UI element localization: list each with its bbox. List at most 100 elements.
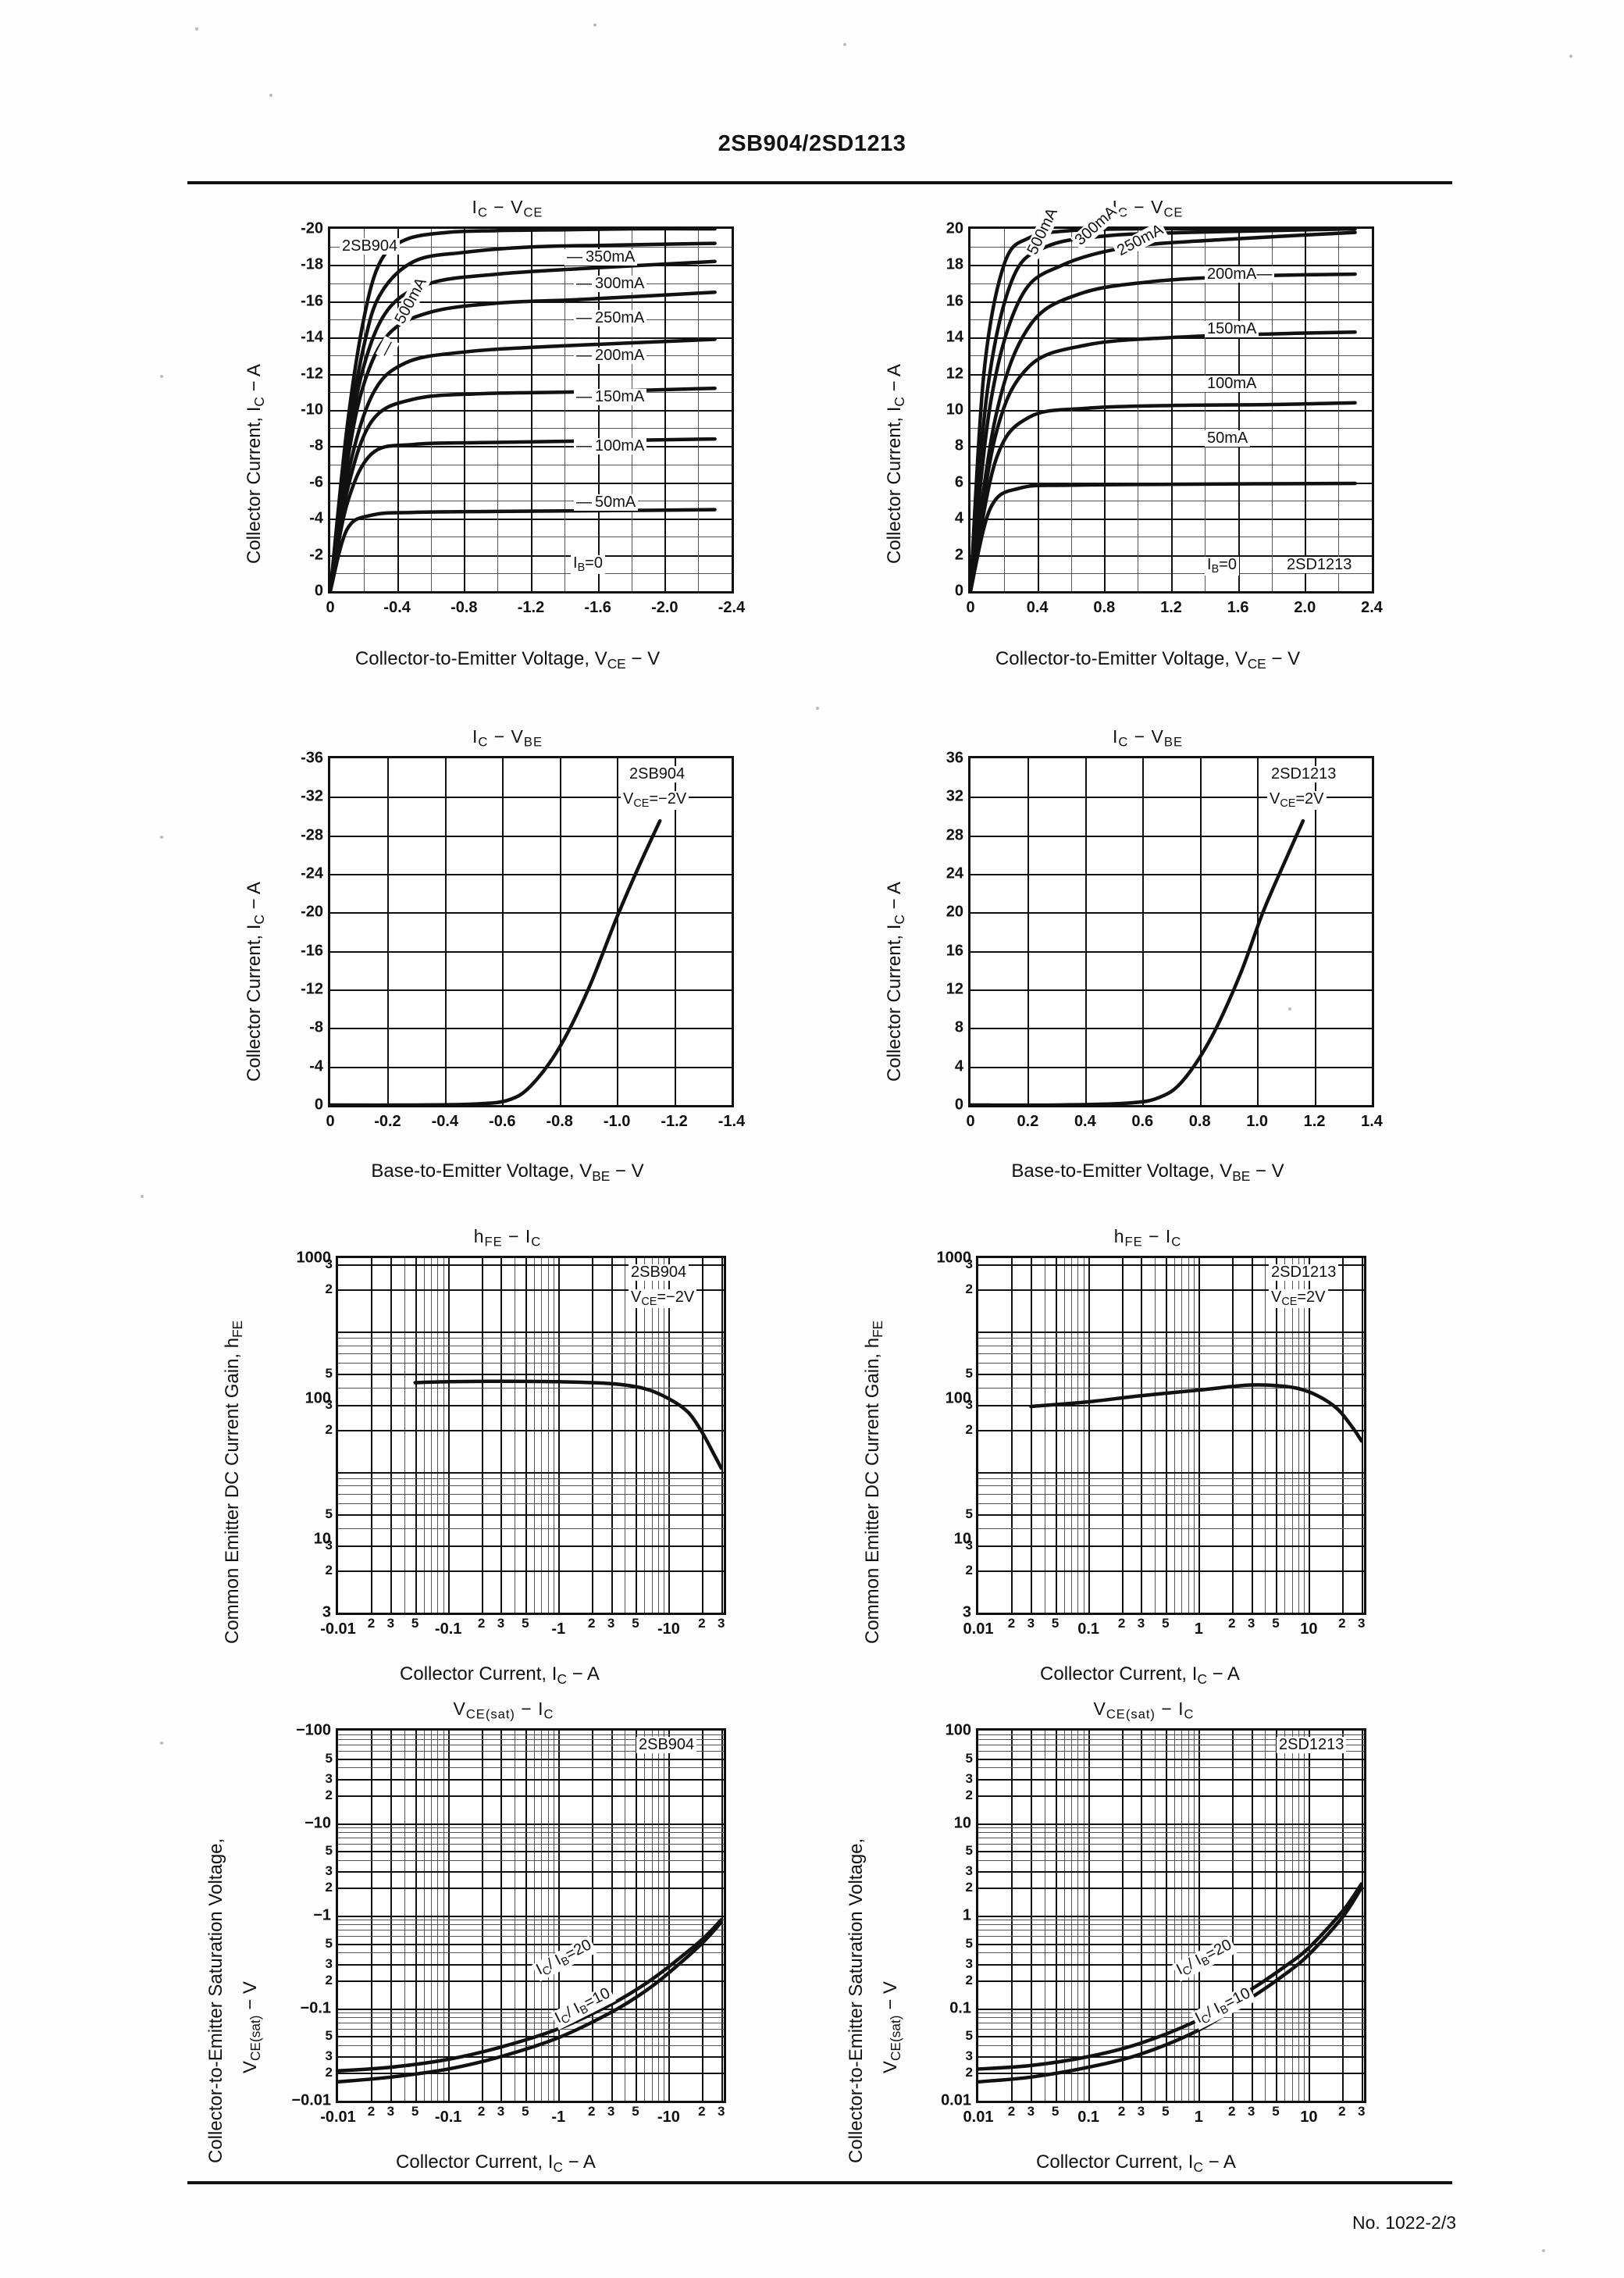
gridline: [415, 1258, 417, 1613]
scan-artifact: [141, 1195, 144, 1198]
gridline: [338, 1751, 724, 1752]
scan-artifact: [160, 1741, 163, 1745]
x-axis-tick: -0.1: [434, 2109, 462, 2126]
plot-area: 0.01 2 3 5 0.1 2 3 5 1 2 3 5 10 2 3 0.01 2 3 5 0.1 2 3 5 1 2 3 5 10…: [941, 1722, 1366, 2126]
gridline: [978, 1503, 1364, 1504]
gridline: [978, 1758, 1364, 1760]
gridline: [978, 1264, 1364, 1267]
curve-layer: [1029, 1383, 1364, 1443]
chart-title: IC − VCE: [1113, 197, 1184, 220]
gridline: [978, 1405, 1364, 1407]
x-axis-tick: 0: [966, 599, 975, 616]
y-axis-tick: 3: [325, 1955, 333, 1971]
gridline: [338, 1514, 724, 1517]
x-axis-tick: 3: [607, 2104, 615, 2119]
gridline: [371, 1258, 373, 1613]
gridline: [1309, 1258, 1311, 1613]
gridline: [338, 1963, 724, 1966]
x-axis-tick: -0.01: [320, 1620, 356, 1638]
gridline: [338, 1980, 724, 1982]
gridline: [525, 1258, 527, 1613]
scan-artifact: [195, 27, 198, 30]
x-axis-label: Collector Current, IC − A: [400, 1663, 600, 1687]
y-axis-label: Collector Current, IC − A: [244, 364, 267, 564]
y-axis-tick: -12: [301, 365, 323, 383]
y-axis-tick: 16: [946, 942, 963, 960]
ib-zero-label: IB=0: [571, 554, 605, 575]
gridline: [1141, 1258, 1143, 1613]
gridline: [338, 1795, 724, 1797]
gridline: [1275, 1258, 1277, 1613]
gridline: [430, 229, 432, 591]
y-axis-tick: 2: [325, 1281, 333, 1296]
gridline: [338, 1831, 724, 1833]
plot-area: 0.01 2 3 5 0.1 2 3 5 1 2 3 5 10 2 3 3 2 3 5 2 3 5 2 3 10 100 1000 2…: [937, 1250, 1366, 1638]
x-axis-tick: 5: [1051, 1616, 1060, 1631]
gridline: [978, 1338, 1364, 1339]
curve-hfe: [1029, 1383, 1364, 1443]
gridline: [978, 1943, 1364, 1945]
gridline: [338, 1924, 724, 1926]
y-axis-tick: -24: [301, 864, 323, 882]
gridline: [338, 1843, 724, 1845]
gridline: [541, 1258, 543, 1613]
x-axis-tick: -0.6: [489, 1113, 516, 1130]
y-axis-tick: 2: [965, 1787, 973, 1802]
gridline: [338, 1332, 724, 1334]
gridline: [978, 1374, 1364, 1376]
gridline: [330, 797, 732, 799]
y-axis-tick: 3: [965, 1770, 973, 1786]
gridline: [397, 229, 399, 591]
x-axis-tick: 5: [1162, 2104, 1170, 2119]
gridline: [978, 1827, 1364, 1828]
x-axis-tick: 3: [1027, 2104, 1035, 2119]
curve-label-50mA: — 50mA: [574, 494, 639, 511]
y-axis-tick: 5: [965, 2028, 973, 2044]
gridline: [978, 1859, 1364, 1861]
y-axis-tick: 3: [325, 1538, 333, 1553]
gridline: [970, 1066, 1372, 1068]
chart-title: hFE − IC: [473, 1226, 542, 1250]
y-axis-tick: 3: [965, 1955, 973, 1971]
x-axis-tick: 3: [607, 1616, 615, 1631]
scan-artifact: [843, 43, 846, 46]
device-label-2sd1213: 2SD1213: [1284, 557, 1355, 573]
gridline: [338, 1871, 724, 1873]
x-axis-tick: 5: [522, 1616, 529, 1631]
gridline: [1142, 758, 1145, 1105]
gridline: [338, 1916, 724, 1917]
gridline: [1251, 1258, 1253, 1613]
y-axis-tick: 3: [325, 1770, 333, 1786]
y-axis-tick: 5: [325, 1843, 333, 1859]
y-axis-tick: 5: [965, 1366, 973, 1381]
device-label: 2SD1213: [1269, 1264, 1339, 1281]
gridline: [444, 758, 447, 1105]
y-axis-tick: 5: [325, 1935, 333, 1951]
y-axis-tick: 5: [325, 2028, 333, 2044]
x-axis-label: Base-to-Emitter Voltage, VBE − V: [371, 1160, 644, 1184]
x-axis-tick: 2: [477, 2104, 486, 2119]
gridline: [338, 1545, 724, 1548]
gridline: [558, 1258, 561, 1613]
gridline: [1204, 229, 1206, 591]
gridline: [338, 1472, 724, 1474]
y-axis-tick: -12: [301, 980, 323, 998]
gridline: [338, 2012, 724, 2013]
gridline: [1155, 1258, 1156, 1613]
y-axis-tick: 3: [322, 1603, 331, 1621]
y-axis-tick: 0.01: [941, 2091, 971, 2109]
x-axis-tick: -0.4: [383, 599, 411, 616]
y-axis-tick: 5: [325, 1750, 333, 1766]
y-axis-tick: -32: [301, 787, 323, 805]
x-axis-tick: 5: [1272, 1616, 1280, 1631]
curve-layer: [328, 226, 717, 594]
x-axis-label: Collector-to-Emitter Voltage, VCE − V: [354, 648, 661, 672]
gridline: [338, 1387, 724, 1389]
x-axis-tick: 5: [632, 2104, 639, 2119]
gridline: [978, 1767, 1364, 1769]
x-axis-label: Base-to-Emitter Voltage, VBE − V: [1011, 1160, 1284, 1184]
chart-vcesat-ic-2sd1213: VCE(sat) − IC 0.01 2 3 5 0.1 2 3 5 1 2 3 5 10 2 3 0.01 2…: [846, 1699, 1421, 2198]
scan-artifact: [160, 375, 163, 378]
gridline: [1341, 1258, 1344, 1613]
gridline: [338, 1353, 724, 1354]
